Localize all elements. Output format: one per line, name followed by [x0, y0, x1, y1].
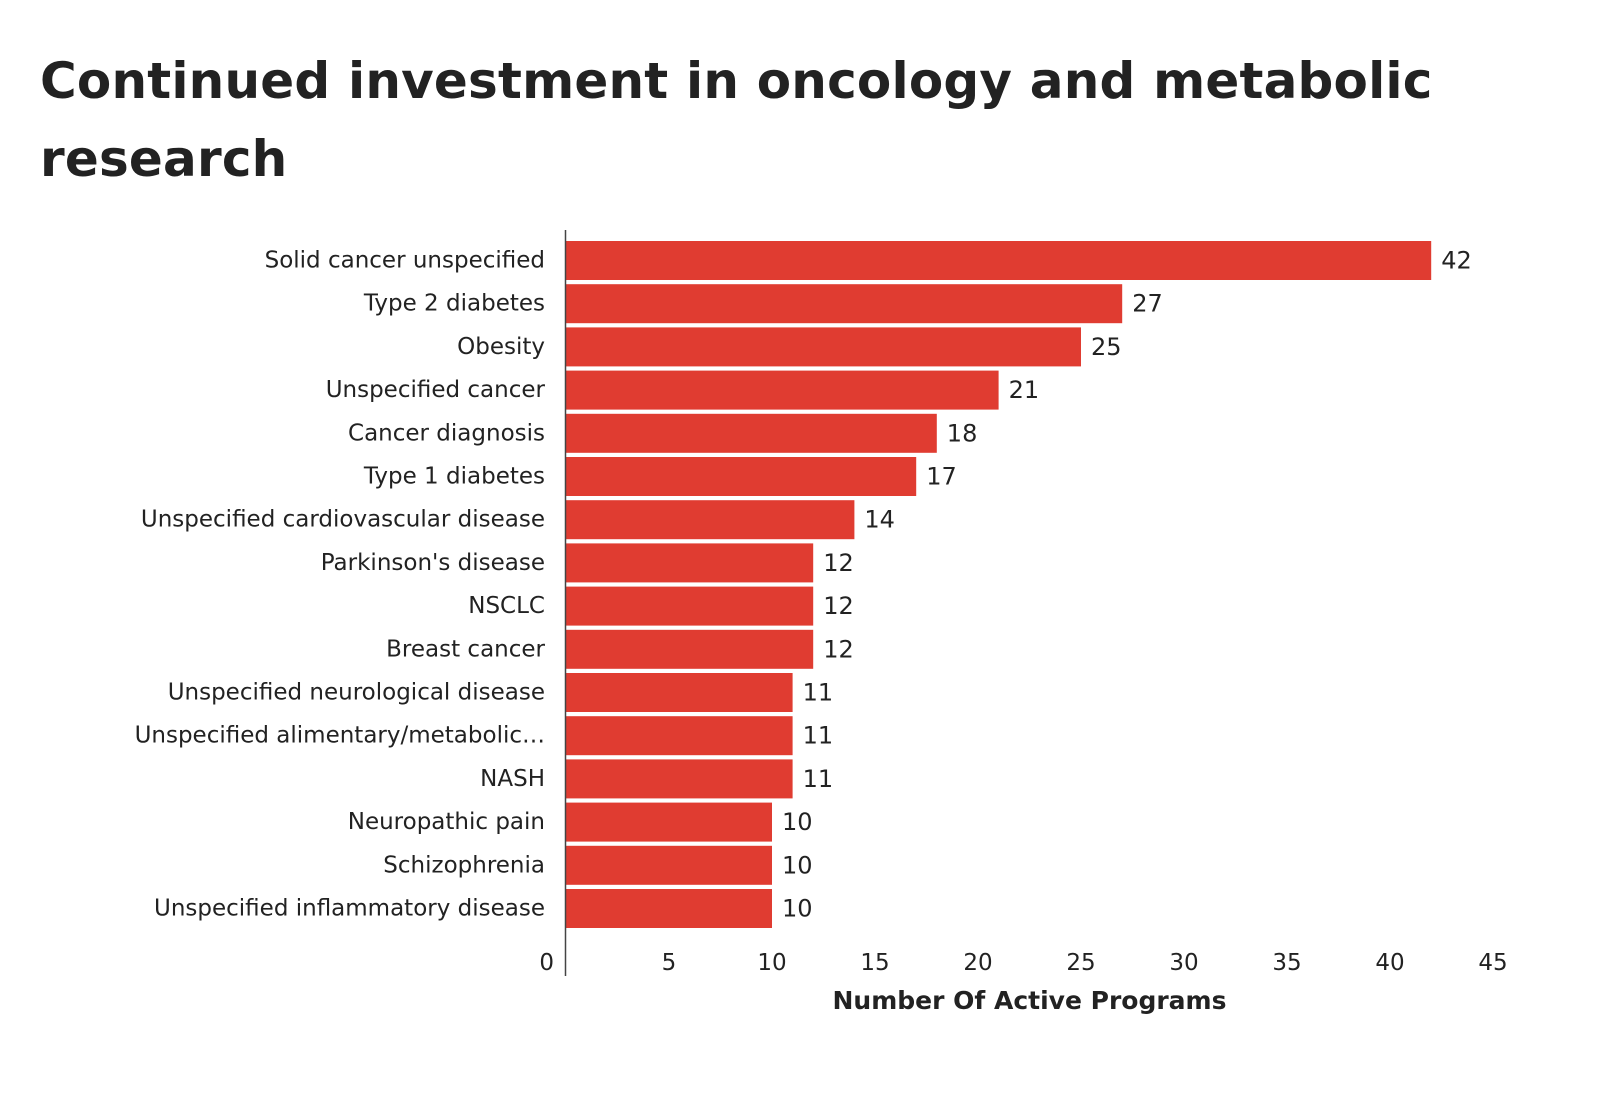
- bar: [566, 327, 1081, 367]
- category-labels-layer: Solid cancer unspecified Type 2 diabetes O…: [135, 248, 546, 922]
- bar: [566, 413, 937, 453]
- x-tick-label: 30: [1169, 950, 1198, 976]
- x-tick-label: 25: [1066, 950, 1095, 976]
- category-label: Solid cancer unspecified: [265, 248, 545, 274]
- bar-value-label: 12: [823, 635, 854, 663]
- bar-value-label: 12: [823, 592, 854, 620]
- bar-value-label: 11: [803, 722, 834, 750]
- x-tick-label: 40: [1375, 950, 1404, 976]
- bar: [566, 457, 917, 496]
- bar-value-label: 17: [926, 463, 957, 491]
- bar-value-label: 14: [864, 506, 895, 534]
- category-label: Obesity: [457, 334, 545, 360]
- category-label: Cancer diagnosis: [348, 420, 545, 446]
- x-axis-label: Number Of Active Programs: [833, 986, 1227, 1015]
- bar-value-label: 21: [1009, 376, 1040, 404]
- bar-value-label: 27: [1132, 290, 1163, 318]
- bar-value-label: 12: [823, 549, 854, 577]
- bar: [566, 241, 1432, 280]
- bar: [566, 889, 772, 928]
- bar-value-label: 42: [1441, 247, 1472, 275]
- bar: [566, 673, 793, 712]
- bar: [566, 586, 814, 626]
- category-label: Unspecified cancer: [326, 377, 546, 403]
- category-label: Type 2 diabetes: [363, 291, 545, 317]
- category-label: Unspecified cardiovascular disease: [141, 507, 545, 533]
- bar: [566, 500, 855, 540]
- bar-value-label: 11: [803, 679, 834, 707]
- x-tick-label: 45: [1478, 950, 1507, 976]
- category-label: Schizophrenia: [383, 852, 545, 878]
- bar: [566, 845, 772, 885]
- x-axis-ticks: 0 5 10 15 20 25 30 35 40 45: [539, 950, 1507, 976]
- bar-value-label: 10: [782, 895, 813, 923]
- bar: [566, 716, 793, 756]
- bar-value-label: 10: [782, 808, 813, 836]
- category-label: NASH: [480, 766, 545, 792]
- x-tick-label: 0: [539, 950, 554, 976]
- category-label: Parkinson's disease: [321, 550, 545, 576]
- bar: [566, 759, 793, 799]
- bar-value-label: 10: [782, 851, 813, 879]
- bar: [566, 284, 1123, 324]
- bar-value-label: 25: [1091, 333, 1122, 361]
- x-tick-label: 15: [860, 950, 889, 976]
- category-label: Neuropathic pain: [348, 809, 545, 835]
- bars-layer: [566, 241, 1432, 928]
- x-tick-label: 35: [1272, 950, 1301, 976]
- bar: [566, 543, 814, 583]
- x-tick-label: 20: [963, 950, 992, 976]
- category-label: Type 1 diabetes: [363, 464, 545, 490]
- x-tick-label: 5: [662, 950, 677, 976]
- bar: [566, 802, 772, 842]
- bar: [566, 370, 999, 410]
- x-tick-label: 10: [757, 950, 786, 976]
- category-label: Unspecified inflammatory disease: [154, 896, 545, 922]
- category-label: Breast cancer: [386, 636, 545, 662]
- bar-value-label: 18: [947, 419, 978, 447]
- bar: [566, 629, 814, 669]
- category-label: NSCLC: [468, 593, 545, 619]
- bar-value-label: 11: [803, 765, 834, 793]
- category-label: Unspecified neurological disease: [168, 680, 545, 706]
- category-label: Unspecified alimentary/metabolic…: [135, 723, 545, 749]
- chart-title: Continued investment in oncology and met…: [40, 52, 1433, 188]
- value-labels-layer: 42 27 25 21 18 17 14 12 12 12 11 11 11 10 10 10: [782, 247, 1472, 923]
